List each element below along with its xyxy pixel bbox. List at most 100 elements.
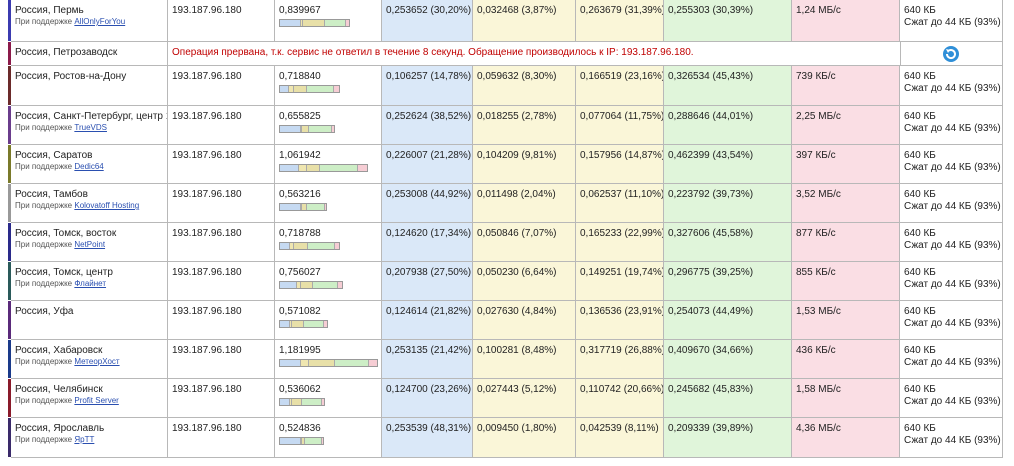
total-cell: 0,524836 bbox=[275, 418, 382, 458]
timing-segment bbox=[307, 165, 320, 171]
speed-cell: 2,25 МБ/с bbox=[792, 106, 900, 145]
timing-bar bbox=[279, 359, 378, 367]
connect: 0,018255 (2,78%) bbox=[477, 111, 557, 122]
refresh-icon[interactable] bbox=[942, 45, 960, 63]
sponsor-link[interactable]: ЯрТТ bbox=[74, 435, 95, 444]
sponsor-prefix: При поддержке bbox=[15, 240, 73, 249]
total-cell: 0,718788 bbox=[275, 223, 382, 262]
speed: 739 КБ/с bbox=[796, 71, 836, 82]
connect: 0,011498 (2,04%) bbox=[477, 189, 556, 200]
location: Россия, Уфа bbox=[15, 306, 74, 317]
dns-cell: 0,253008 (44,92%) bbox=[382, 184, 473, 223]
sponsor: При поддержке Kolovatoff Hosting bbox=[15, 201, 164, 211]
sponsor-link[interactable]: Флайнет bbox=[74, 279, 107, 288]
size: 640 КБ bbox=[904, 345, 936, 356]
size: 640 КБ bbox=[904, 228, 936, 239]
sponsor-prefix: При поддержке bbox=[15, 435, 73, 444]
size: 640 КБ bbox=[904, 384, 936, 395]
sponsor-link[interactable]: Dedic64 bbox=[74, 162, 104, 171]
connect-cell: 0,011498 (2,04%) bbox=[473, 184, 576, 223]
compressed: Сжат до 44 КБ (93%) bbox=[904, 162, 1001, 173]
wait: 0,062537 (11,10%) bbox=[580, 189, 664, 200]
timing-segment bbox=[303, 321, 325, 327]
location: Россия, Санкт-Петербург, центр 1 bbox=[15, 111, 168, 122]
sponsor: При поддержке TrueVDS bbox=[15, 123, 164, 133]
ip: 193.187.96.180 bbox=[172, 228, 242, 239]
row-marker bbox=[8, 262, 11, 300]
sponsor-prefix: При поддержке bbox=[15, 201, 73, 210]
download: 0,288646 (44,01%) bbox=[668, 111, 754, 122]
dns-cell: 0,124700 (23,26%) bbox=[382, 379, 473, 418]
ip-cell: 193.187.96.180 bbox=[168, 262, 275, 301]
timing-segment bbox=[280, 165, 299, 171]
total-cell: 0,839967 bbox=[275, 0, 382, 42]
dns: 0,106257 (14,78%) bbox=[386, 71, 472, 82]
timing-bar bbox=[279, 164, 369, 172]
compressed: Сжат до 44 КБ (93%) bbox=[904, 396, 1001, 407]
connect: 0,050230 (6,64%) bbox=[477, 267, 557, 278]
speed-cell: 739 КБ/с bbox=[792, 66, 900, 106]
compressed: Сжат до 44 КБ (93%) bbox=[904, 201, 1001, 212]
sponsor: При поддержке Profit Server bbox=[15, 396, 164, 406]
ip: 193.187.96.180 bbox=[172, 384, 242, 395]
timing-segment bbox=[335, 360, 369, 366]
sponsor-link[interactable]: Profit Server bbox=[74, 396, 119, 405]
download: 0,255303 (30,39%) bbox=[668, 5, 754, 16]
speed: 397 КБ/с bbox=[796, 150, 836, 161]
wait: 0,136536 (23,91%) bbox=[580, 306, 664, 317]
timing-segment bbox=[280, 86, 289, 92]
timing-segment bbox=[301, 204, 307, 210]
ip: 193.187.96.180 bbox=[172, 5, 242, 16]
timing-bar bbox=[279, 203, 328, 211]
sponsor-link[interactable]: AllOnlyForYou bbox=[74, 17, 126, 26]
size-cell: 640 КБ Сжат до 44 КБ (93%) bbox=[900, 418, 1003, 458]
connect: 0,050846 (7,07%) bbox=[477, 228, 557, 239]
timing-segment bbox=[301, 282, 314, 288]
dns: 0,253652 (30,20%) bbox=[386, 5, 472, 16]
dns-cell: 0,124620 (17,34%) bbox=[382, 223, 473, 262]
dns: 0,124614 (21,82%) bbox=[386, 306, 472, 317]
sponsor-link[interactable]: МетеорХост bbox=[74, 357, 120, 366]
connect: 0,100281 (8,48%) bbox=[477, 345, 557, 356]
location-cell: Россия, Хабаровск При поддержке МетеорХос… bbox=[11, 340, 168, 379]
sponsor-prefix: При поддержке bbox=[15, 17, 73, 26]
size-cell: 640 КБ Сжат до 44 КБ (93%) bbox=[900, 145, 1003, 184]
dns: 0,253008 (44,92%) bbox=[386, 189, 472, 200]
speed-cell: 3,52 МБ/с bbox=[792, 184, 900, 223]
compressed: Сжат до 44 КБ (93%) bbox=[904, 83, 1001, 94]
error-message: Операция прервана, т.к. сервис не ответи… bbox=[168, 42, 901, 66]
compressed: Сжат до 44 КБ (93%) bbox=[904, 240, 1001, 251]
ip-cell: 193.187.96.180 bbox=[168, 340, 275, 379]
timing-segment bbox=[300, 360, 309, 366]
download: 0,296775 (39,25%) bbox=[668, 267, 754, 278]
speed: 855 КБ/с bbox=[796, 267, 836, 278]
total-cell: 0,756027 bbox=[275, 262, 382, 301]
ip-cell: 193.187.96.180 bbox=[168, 66, 275, 106]
timing-bar bbox=[279, 85, 340, 93]
size: 640 КБ bbox=[904, 267, 936, 278]
speed-cell: 4,36 МБ/с bbox=[792, 418, 900, 458]
sponsor-link[interactable]: NetPoint bbox=[74, 240, 106, 249]
sponsor-link[interactable]: Kolovatoff Hosting bbox=[74, 201, 140, 210]
row-marker bbox=[8, 379, 11, 417]
sponsor-prefix: При поддержке bbox=[15, 279, 73, 288]
speed: 1,58 МБ/с bbox=[796, 384, 841, 395]
timing-segment bbox=[325, 20, 346, 26]
location: Россия, Челябинск bbox=[15, 384, 103, 395]
timing-segment bbox=[280, 204, 301, 210]
speed-cell: 855 КБ/с bbox=[792, 262, 900, 301]
timing-segment bbox=[294, 243, 308, 249]
compressed: Сжат до 44 КБ (93%) bbox=[904, 435, 1001, 446]
sponsor: При поддержке AllOnlyForYou bbox=[15, 17, 164, 27]
dns: 0,207938 (27,50%) bbox=[386, 267, 472, 278]
ip-cell: 193.187.96.180 bbox=[168, 184, 275, 223]
location-cell: Россия, Пермь При поддержке AllOnlyForYou bbox=[11, 0, 168, 42]
compressed: Сжат до 44 КБ (93%) bbox=[904, 123, 1001, 134]
sponsor: При поддержке ЯрТТ bbox=[15, 435, 164, 445]
sponsor-link[interactable]: TrueVDS bbox=[74, 123, 107, 132]
timing-segment bbox=[300, 126, 303, 132]
size: 640 КБ bbox=[904, 189, 936, 200]
wait-cell: 0,166519 (23,16%) bbox=[576, 66, 664, 106]
sponsor: При поддержке Флайнет bbox=[15, 279, 164, 289]
timing-bar bbox=[279, 125, 335, 133]
